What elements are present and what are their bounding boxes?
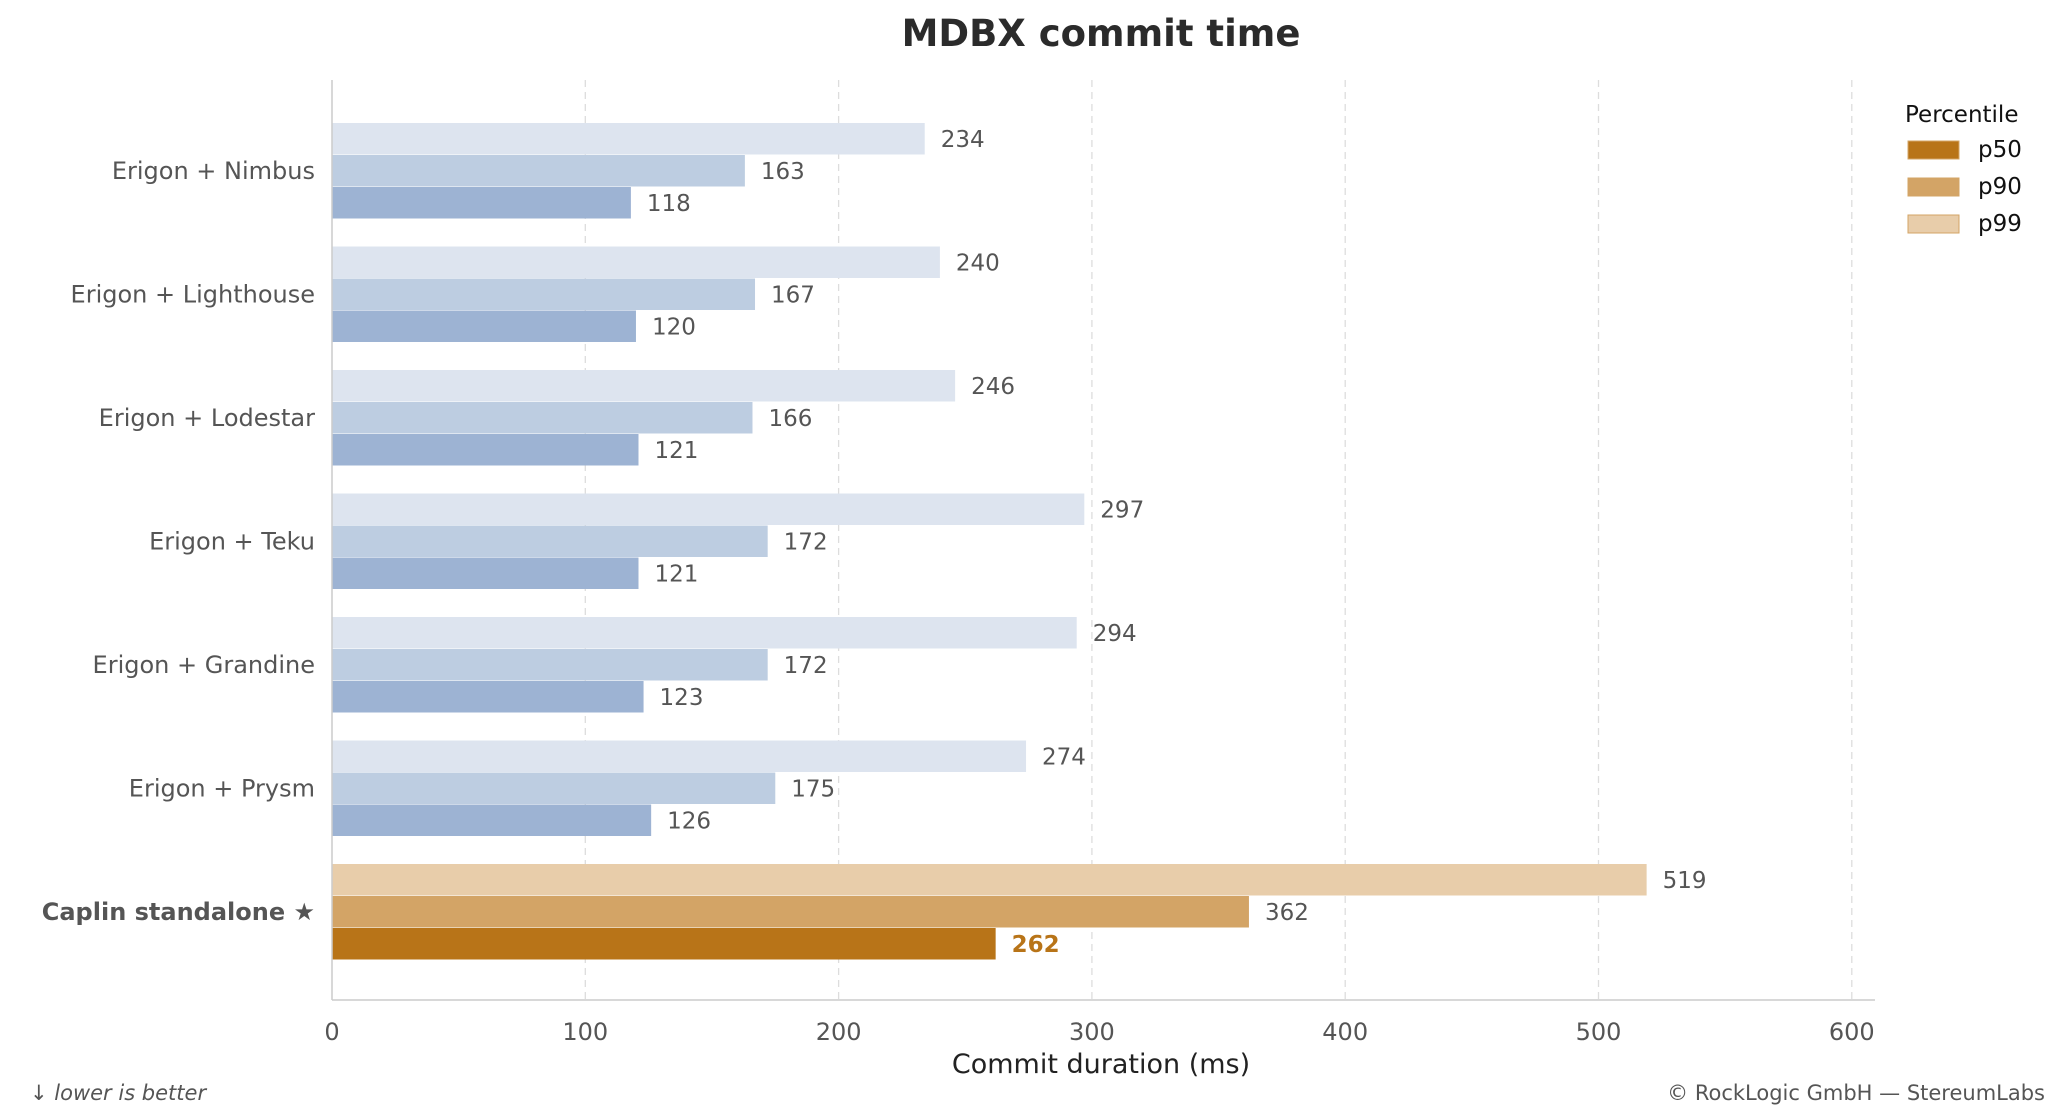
- value-label: 172: [784, 653, 828, 679]
- bar-p50: [332, 187, 631, 219]
- category-label: Erigon + Teku: [149, 527, 315, 555]
- legend: Percentile p50 p90 p99: [1905, 102, 2022, 237]
- bar-p90: [332, 649, 768, 681]
- value-label: 262: [1012, 932, 1060, 958]
- category-label: Erigon + Prysm: [129, 774, 315, 802]
- bar-p90: [332, 278, 756, 310]
- value-label: 362: [1265, 900, 1309, 926]
- lower-is-better-note: ↓ lower is better: [30, 1081, 207, 1105]
- value-label: 240: [956, 250, 1000, 276]
- category-label: Caplin standalone ★: [42, 898, 315, 926]
- x-tick-label: 600: [1829, 1018, 1875, 1046]
- value-label: 274: [1042, 744, 1086, 770]
- bars-group: 234 163 118 240 167 120 246 166 121 297 172 121 294 1…: [332, 123, 1707, 960]
- bar-p50: [332, 681, 644, 713]
- x-axis-label: Commit duration (ms): [952, 1049, 1250, 1080]
- bar-p99: [332, 740, 1027, 772]
- x-tick-label: 200: [816, 1018, 862, 1046]
- bar-p50: [332, 804, 652, 836]
- bar-p50: [332, 434, 639, 466]
- value-label: 246: [971, 374, 1015, 400]
- value-label: 297: [1100, 497, 1144, 523]
- legend-label-p99: p99: [1978, 211, 2022, 237]
- value-label: 172: [784, 529, 828, 555]
- bar-p99: [332, 493, 1085, 525]
- category-labels: Erigon + Nimbus Erigon + Lighthouse Erigon…: [42, 157, 315, 926]
- bar-p90: [332, 896, 1249, 928]
- value-label: 166: [768, 406, 812, 432]
- value-label: 175: [791, 776, 835, 802]
- bar-p99: [332, 123, 925, 155]
- x-tick-label: 400: [1322, 1018, 1368, 1046]
- legend-swatch-p99: [1907, 214, 1960, 234]
- bar-p99: [332, 246, 940, 278]
- bar-p90: [332, 155, 745, 187]
- legend-label-p90: p90: [1978, 174, 2022, 200]
- copyright-note: © RockLogic GmbH — StereumLabs: [1667, 1081, 2045, 1105]
- category-label: Erigon + Nimbus: [112, 157, 315, 185]
- bar-p99: [332, 617, 1077, 649]
- bar-p99: [332, 370, 956, 402]
- chart-title: MDBX commit time: [902, 12, 1301, 55]
- x-tick-label: 300: [1069, 1018, 1115, 1046]
- value-label: 519: [1663, 868, 1707, 894]
- value-label: 234: [941, 127, 985, 153]
- value-label: 123: [660, 685, 704, 711]
- bar-p50: [332, 557, 639, 589]
- legend-swatch-p50: [1907, 140, 1960, 160]
- category-label: Erigon + Lighthouse: [71, 280, 315, 308]
- value-label: 118: [647, 191, 691, 217]
- bar-p50: [332, 310, 636, 342]
- value-label: 294: [1093, 621, 1137, 647]
- bar-p90: [332, 402, 753, 434]
- grid-lines: [584, 80, 1853, 1000]
- legend-label-p50: p50: [1978, 137, 2022, 163]
- legend-title: Percentile: [1905, 102, 2018, 128]
- value-label: 121: [654, 561, 698, 587]
- legend-swatch-p90: [1907, 177, 1960, 197]
- bar-p99: [332, 864, 1647, 896]
- bar-p50: [332, 928, 996, 960]
- bar-p90: [332, 772, 776, 804]
- value-label: 120: [652, 314, 696, 340]
- value-label: 163: [761, 159, 805, 185]
- category-label: Erigon + Lodestar: [99, 404, 315, 432]
- category-label: Erigon + Grandine: [93, 651, 315, 679]
- value-label: 126: [667, 808, 711, 834]
- x-tick-label: 100: [562, 1018, 608, 1046]
- x-axis: 0 100 200 300 400 500 600: [324, 80, 1875, 1046]
- x-tick-label: 500: [1576, 1018, 1622, 1046]
- bar-p90: [332, 525, 768, 557]
- value-label: 121: [654, 438, 698, 464]
- value-label: 167: [771, 282, 815, 308]
- x-tick-label: 0: [324, 1018, 339, 1046]
